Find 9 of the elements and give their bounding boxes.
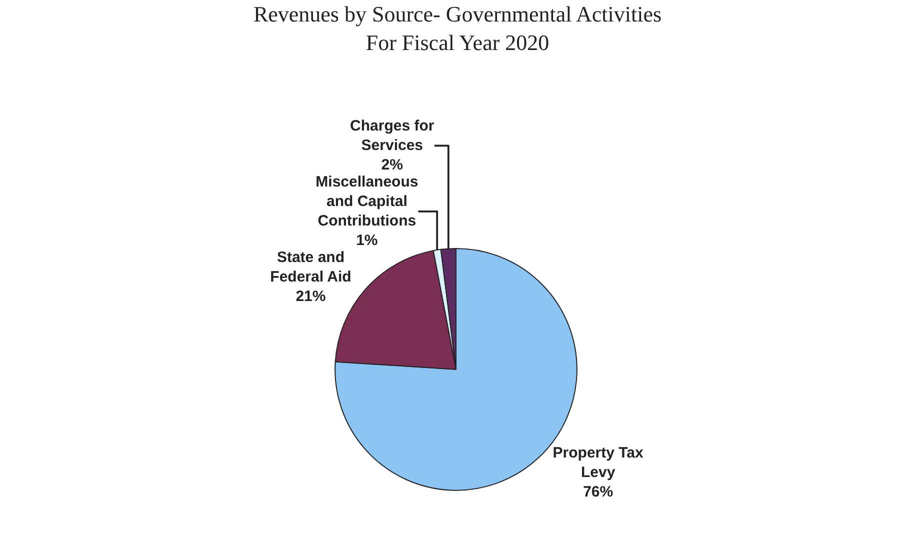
slice-label: State and Federal Aid (270, 249, 352, 286)
data-label: 76% (583, 483, 614, 500)
chart-title: Revenues by Source- Governmental Activities For Fiscal Year 2020 (253, 1, 662, 56)
data-label: 21% (296, 288, 326, 306)
data-label: 1% (356, 232, 378, 250)
data-label: 2% (381, 156, 403, 174)
slice-label: Property Tax Levy (552, 444, 644, 481)
slice-label: Charges for Services (350, 118, 434, 154)
slice-label: Miscellaneous and Capital Contributions (316, 174, 418, 230)
